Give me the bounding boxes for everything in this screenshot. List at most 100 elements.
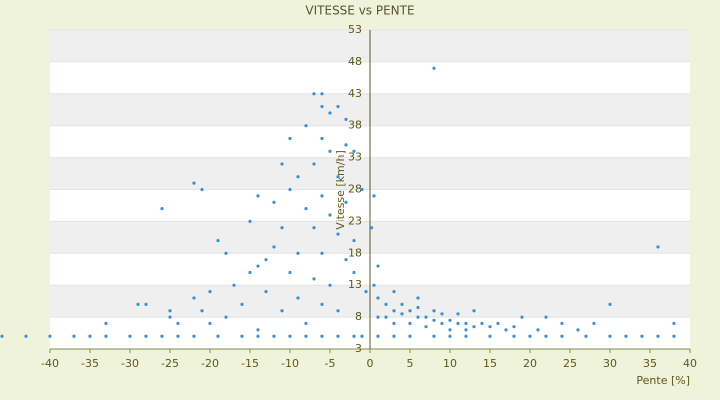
point: [432, 309, 436, 313]
point: [296, 175, 300, 179]
point: [560, 321, 564, 326]
point: [328, 213, 332, 217]
x-tick-label: -10: [281, 357, 299, 370]
point: [364, 289, 368, 294]
point: [136, 302, 140, 306]
point: [224, 315, 228, 319]
point: [416, 305, 420, 310]
point: [352, 238, 356, 243]
x-tick-label: 25: [563, 357, 577, 370]
point: [200, 309, 204, 313]
x-tick-label: -30: [121, 357, 139, 370]
x-tick-label: -20: [201, 357, 219, 370]
point: [392, 321, 396, 326]
point: [480, 321, 484, 326]
point: [432, 66, 436, 70]
point: [280, 226, 284, 230]
point: [336, 104, 340, 109]
chart-title: VITESSE vs PENTE: [305, 4, 414, 18]
point: [160, 334, 164, 338]
point: [392, 289, 396, 294]
point: [592, 321, 596, 326]
point: [328, 283, 332, 287]
y-tick-label: 13: [348, 278, 362, 291]
y-tick-label: 18: [348, 246, 362, 259]
point: [304, 124, 308, 128]
point: [104, 321, 108, 326]
point: [408, 309, 412, 313]
point: [384, 315, 388, 319]
x-tick-label: -25: [161, 357, 179, 370]
point: [392, 334, 396, 338]
point: [512, 325, 516, 329]
point: [448, 328, 452, 332]
point: [320, 136, 324, 141]
point: [416, 315, 420, 319]
point: [424, 325, 428, 329]
point: [288, 187, 292, 192]
point: [248, 219, 252, 223]
point: [360, 334, 364, 338]
point: [488, 325, 492, 329]
point: [456, 321, 460, 326]
point: [320, 334, 324, 338]
point: [232, 283, 236, 287]
y-tick-label: 8: [355, 310, 362, 323]
point: [240, 302, 244, 306]
point: [456, 312, 460, 316]
point: [328, 149, 332, 153]
point: [88, 334, 92, 338]
point: [384, 302, 388, 306]
point: [656, 334, 660, 338]
x-tick-label: 5: [407, 357, 414, 370]
point: [280, 162, 284, 166]
point: [408, 321, 412, 326]
point: [624, 334, 628, 338]
y-tick-label: 48: [348, 55, 362, 68]
point: [176, 321, 180, 326]
point: [328, 111, 332, 115]
point: [144, 302, 148, 306]
x-tick-label: -5: [325, 357, 336, 370]
point: [312, 162, 316, 166]
point: [320, 251, 324, 255]
point: [216, 334, 220, 338]
point: [672, 321, 676, 326]
point: [512, 334, 516, 338]
point: [352, 334, 356, 338]
point: [608, 334, 612, 338]
point: [576, 328, 580, 332]
point: [400, 302, 404, 306]
point: [304, 321, 308, 326]
point: [376, 315, 380, 319]
point: [352, 270, 356, 275]
point: [352, 149, 356, 153]
point: [372, 194, 376, 198]
x-tick-label: 10: [443, 357, 457, 370]
point: [24, 334, 28, 338]
point: [256, 264, 260, 268]
point: [336, 309, 340, 313]
point: [424, 315, 428, 319]
point: [176, 334, 180, 338]
point: [416, 296, 420, 300]
point: [440, 312, 444, 316]
x-tick-label: -15: [241, 357, 259, 370]
point: [344, 200, 348, 204]
point: [440, 321, 444, 326]
y-tick-label: 43: [348, 87, 362, 100]
x-axis-title: Pente [%]: [636, 374, 690, 387]
x-tick-label: 20: [523, 357, 537, 370]
point: [280, 309, 284, 313]
point: [376, 264, 380, 268]
point: [344, 143, 348, 147]
point: [320, 92, 324, 96]
point: [560, 334, 564, 338]
x-tick-label: 30: [603, 357, 617, 370]
point: [496, 321, 500, 326]
point: [256, 194, 260, 198]
point: [304, 334, 308, 338]
point: [208, 289, 212, 294]
point: [0, 334, 4, 338]
point: [344, 117, 348, 121]
